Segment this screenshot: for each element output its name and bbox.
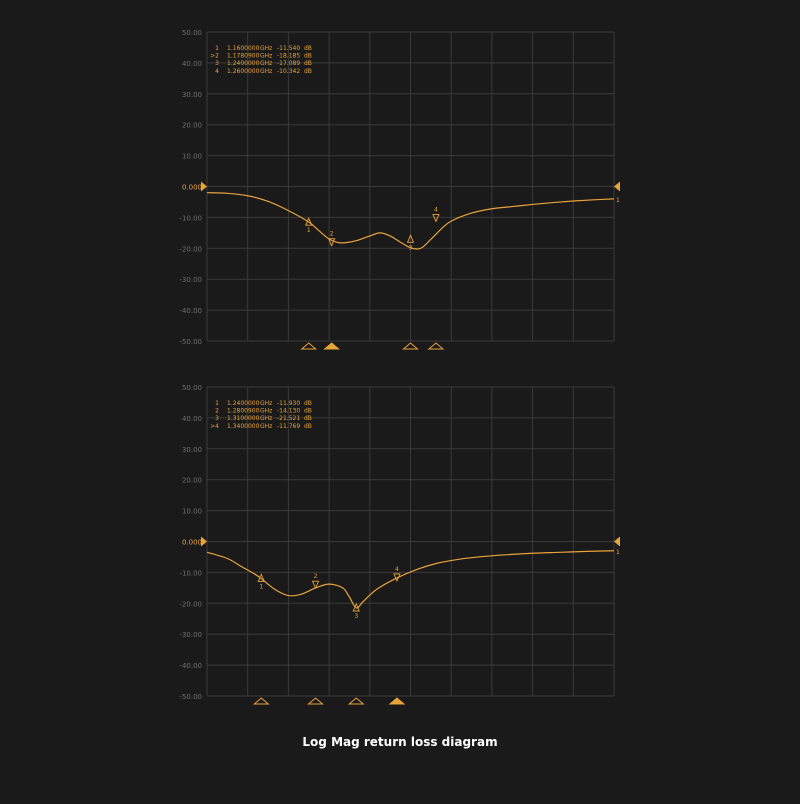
readout-value: -11.769 xyxy=(277,423,300,430)
marker-1-axis-indicator xyxy=(300,342,318,350)
readout-frequency: 1.3400000 xyxy=(227,423,260,430)
readout-value-unit: dB xyxy=(304,60,312,67)
y-tick-label: -30.00 xyxy=(179,631,202,639)
marker-3-symbol xyxy=(406,234,415,243)
readout-value: -18.185 xyxy=(277,53,300,60)
readout-marker-id: 1 xyxy=(215,400,219,407)
trace-line xyxy=(206,550,615,609)
readout-frequency-unit: GHz xyxy=(260,400,272,407)
y-tick-label: 10.00 xyxy=(182,508,202,516)
readout-frequency-unit: GHz xyxy=(260,423,272,430)
readout-value-unit: dB xyxy=(304,45,312,52)
readout-value: -14.130 xyxy=(277,408,300,415)
readout-frequency-unit: GHz xyxy=(260,408,272,415)
marker-2-label: 2 xyxy=(314,573,318,580)
readout-value: -11.930 xyxy=(277,400,300,407)
readout-value: -17.089 xyxy=(277,60,300,67)
readout-frequency-unit: GHz xyxy=(260,68,272,75)
readout-frequency-unit: GHz xyxy=(260,53,272,60)
readout-marker-id: >2 xyxy=(210,53,219,60)
readout-frequency: 1.2800900 xyxy=(227,408,260,415)
readout-marker-id: 3 xyxy=(215,415,219,422)
readout-marker-id: 3 xyxy=(215,60,219,67)
marker-1-label: 1 xyxy=(307,227,311,234)
readout-frequency: 1.3100000 xyxy=(227,415,260,422)
marker-4-label: 4 xyxy=(395,566,399,573)
marker-3-axis-indicator xyxy=(347,697,365,705)
marker-3-label: 3 xyxy=(409,244,413,251)
y-tick-label: -30.00 xyxy=(179,276,202,284)
readout-frequency: 1.2400000 xyxy=(227,400,260,407)
reference-level-left-arrow xyxy=(201,181,207,192)
y-tick-label: 50.00 xyxy=(182,29,202,37)
marker-4-symbol xyxy=(432,214,440,223)
marker-2-symbol xyxy=(311,580,320,590)
readout-value-unit: dB xyxy=(304,68,312,75)
y-tick-label: -20.00 xyxy=(179,245,202,253)
readout-value: -21.521 xyxy=(277,415,300,422)
y-tick-label: -20.00 xyxy=(179,600,202,608)
marker-2-axis-indicator xyxy=(323,342,340,350)
marker-4-axis-indicator xyxy=(388,697,406,705)
marker-2-label: 2 xyxy=(330,231,334,238)
marker-4-label: 4 xyxy=(434,206,438,213)
y-tick-label: 20.00 xyxy=(182,122,202,130)
marker-1-symbol xyxy=(305,217,313,226)
y-tick-label: 10.00 xyxy=(182,153,202,161)
readout-value-unit: dB xyxy=(304,408,312,415)
marker-1-symbol xyxy=(257,573,265,582)
y-tick-label: -10.00 xyxy=(179,569,202,577)
y-tick-label: -40.00 xyxy=(179,662,202,670)
readout-marker-id: 2 xyxy=(215,408,219,415)
marker-1-axis-indicator xyxy=(252,697,270,705)
readout-value: -11.540 xyxy=(277,45,300,52)
y-tick-label: 0.000 xyxy=(182,539,202,547)
reference-level-left-arrow xyxy=(201,536,207,547)
y-tick-label: 40.00 xyxy=(182,60,202,68)
y-tick-label: -50.00 xyxy=(179,693,202,701)
marker-1-label: 1 xyxy=(259,583,263,590)
y-tick-label: -40.00 xyxy=(179,307,202,315)
marker-2-symbol xyxy=(327,238,336,247)
marker-3-axis-indicator xyxy=(402,342,419,350)
y-tick-label: 50.00 xyxy=(182,384,202,392)
readout-frequency: 1.1600000 xyxy=(227,45,260,52)
trace-label: 1 xyxy=(616,549,620,556)
y-tick-label: 40.00 xyxy=(182,415,202,423)
y-tick-label: -10.00 xyxy=(179,214,202,222)
readout-marker-id: 1 xyxy=(215,45,219,52)
readout-value: -10.342 xyxy=(277,68,300,75)
marker-4-symbol xyxy=(393,573,401,583)
readout-frequency-unit: GHz xyxy=(260,60,272,67)
page-title: Log Mag return loss diagram xyxy=(302,735,498,749)
reference-level-right-arrow xyxy=(614,536,620,547)
reference-level-right-arrow xyxy=(614,181,620,192)
y-tick-label: 30.00 xyxy=(182,446,202,454)
y-tick-label: 0.000 xyxy=(182,184,202,192)
chart-panel-2: 50.00 40.00 30.00 20.00 10.00 0.000 -10.00 -20.… xyxy=(179,384,620,705)
readout-frequency: 1.2400000 xyxy=(227,60,260,67)
readout-value-unit: dB xyxy=(304,423,312,430)
readout-value-unit: dB xyxy=(304,415,312,422)
chart-panel-1: 50.00 40.00 30.00 20.00 10.00 0.000 -10.00 -20.… xyxy=(179,29,620,350)
y-tick-label: -50.00 xyxy=(179,338,202,346)
trace-line xyxy=(206,192,615,250)
marker-3-symbol xyxy=(352,602,360,612)
marker-4-axis-indicator xyxy=(427,342,445,350)
trace-label: 1 xyxy=(616,197,620,204)
readout-marker-id: 4 xyxy=(215,68,219,75)
readout-frequency-unit: GHz xyxy=(260,45,272,52)
marker-3-label: 3 xyxy=(354,613,358,620)
readout-value-unit: dB xyxy=(304,400,312,407)
readout-value-unit: dB xyxy=(304,53,312,60)
readout-frequency: 1.1780900 xyxy=(227,53,260,60)
marker-2-axis-indicator xyxy=(307,697,324,705)
y-tick-label: 20.00 xyxy=(182,477,202,485)
readout-frequency: 1.2600000 xyxy=(227,68,260,75)
readout-frequency-unit: GHz xyxy=(260,415,272,422)
y-tick-label: 30.00 xyxy=(182,91,202,99)
readout-marker-id: >4 xyxy=(210,423,219,430)
